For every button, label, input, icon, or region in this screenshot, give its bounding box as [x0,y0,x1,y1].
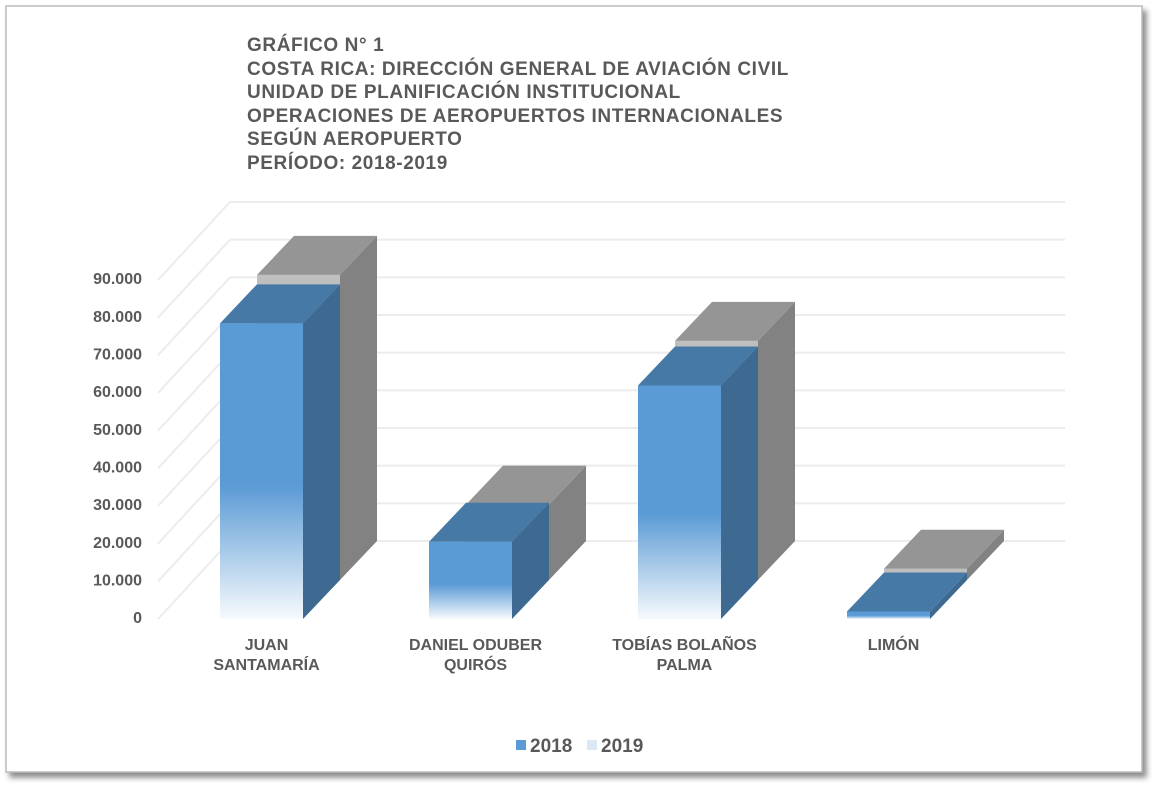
bar-face [340,235,377,580]
grid-line [157,238,231,319]
bar-face [429,541,512,619]
grid-line [157,427,231,507]
title-line: COSTA RICA: DIRECCIÓN GENERAL DE AVIACIÓ… [247,58,789,80]
y-tick-label: 40.000 [93,460,142,477]
bar-face [220,323,303,619]
x-tick-label: DANIEL ODUBER QUIRÓS [408,637,543,674]
title-line: UNIDAD DE PLANIFICACIÓN INSTITUCIONAL [247,82,681,103]
bar-face [675,301,795,341]
grid-line [157,389,231,470]
bar-face [930,572,967,619]
grid-line [157,464,231,545]
bar-face [549,465,586,580]
bar-face [429,502,549,542]
y-tick-label: 0 [133,610,142,627]
title-line: GRÁFICO N° 1 [247,35,385,56]
y-tick-label: 30.000 [93,497,142,514]
bar-face [303,284,340,619]
y-tick-label: 50.000 [93,422,142,439]
y-tick-label: 20.000 [93,535,142,552]
x-tick-label: TOBÍAS BOLAÑOS PALMA [612,637,757,674]
grid-line [157,351,231,432]
grid-line [157,201,231,281]
y-tick-label: 70.000 [93,347,142,364]
bar [638,346,758,619]
y-tick-label: 90.000 [93,271,142,288]
grid-line [157,314,231,394]
grid-line [157,540,231,620]
bar-face [721,346,758,619]
x-tick-label: JUAN SANTAMARÍA [213,637,320,674]
bar-face [220,284,340,324]
bar [847,572,967,619]
grid-line [157,502,231,583]
bar-face [884,529,1004,569]
legend-label: 2019 [601,736,643,757]
bar-face [758,301,795,580]
bar-face [512,502,549,619]
title-line: SEGÚN AEROPUERTO [247,129,463,150]
bar [429,502,549,619]
bar-face [847,611,930,619]
bar-face [847,572,967,612]
title-line: OPERACIONES DE AEROPUERTOS INTERNACIONAL… [247,105,784,127]
title-line: PERÍODO: 2018-2019 [247,152,448,174]
y-tick-label: 80.000 [93,309,142,326]
y-tick-label: 60.000 [93,384,142,401]
legend-swatch [587,740,597,750]
legend-swatch [516,740,526,750]
x-tick-label: LIMÓN [867,637,920,654]
bar [220,284,340,619]
chart-title: GRÁFICO N° 1 COSTA RICA: DIRECCIÓN GENERA… [247,34,789,175]
legend-label: 2018 [530,736,572,757]
bar-face [638,385,721,619]
bar-face [466,465,586,505]
y-tick-label: 10.000 [93,573,142,590]
bar-face [967,529,1004,580]
bar-face [257,235,377,275]
grid-line [157,276,231,357]
bar-face [638,346,758,386]
